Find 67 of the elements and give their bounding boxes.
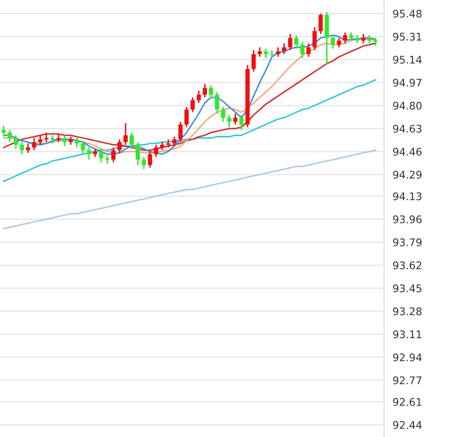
y-tick-label: 92.77 — [393, 376, 422, 384]
y-tick-label: 93.11 — [393, 330, 422, 338]
y-tick-label: 95.14 — [393, 56, 422, 64]
candlestick — [190, 96, 195, 113]
y-tick-label: 94.29 — [393, 170, 422, 179]
y-tick-label: 92.94 — [393, 353, 422, 362]
candlestick — [142, 156, 146, 170]
candlestick — [288, 33, 292, 51]
candlestick — [178, 121, 183, 143]
y-tick-label: 95.48 — [393, 10, 422, 18]
candlestick — [184, 106, 189, 128]
candlestick — [196, 90, 201, 104]
candlestick — [86, 146, 92, 160]
candlestick — [172, 136, 177, 147]
candlestick — [336, 37, 342, 48]
candlestick — [202, 83, 207, 98]
candlestick — [111, 146, 116, 164]
candlestick — [282, 42, 286, 55]
candlestick — [330, 34, 336, 50]
candlestick — [148, 150, 152, 168]
y-tick-label: 94.13 — [393, 192, 422, 200]
candlestick — [221, 106, 226, 122]
candlestick — [99, 148, 104, 164]
y-tick-label: 95.31 — [393, 32, 422, 41]
candlestick — [251, 49, 256, 72]
candlestick — [361, 33, 366, 44]
candlestick — [154, 144, 158, 158]
y-tick-label: 94.97 — [393, 78, 422, 87]
candlestick — [14, 134, 18, 150]
y-tick-label: 92.61 — [393, 398, 422, 406]
candlestick — [258, 46, 262, 58]
candlestick — [318, 12, 323, 35]
candlestick — [8, 129, 12, 143]
candlestick — [38, 134, 42, 146]
y-tick-label: 93.45 — [393, 284, 422, 292]
candlestick — [227, 114, 232, 128]
candlestick — [214, 91, 220, 114]
candlestick — [264, 48, 268, 59]
candlestick — [117, 138, 122, 154]
candlestick — [136, 141, 140, 166]
y-tick-label: 93.62 — [393, 261, 422, 270]
candlestick — [342, 32, 348, 44]
line-series — [2, 149, 376, 230]
candlestick — [32, 137, 36, 151]
candlestick — [306, 42, 311, 58]
y-tick-label: 93.28 — [393, 307, 422, 316]
y-tick-label: 94.63 — [393, 124, 422, 133]
candlestick — [294, 34, 298, 50]
candlestick — [300, 41, 305, 59]
candlestick — [123, 122, 128, 146]
candlestick — [74, 136, 79, 148]
candlestick — [324, 11, 329, 66]
candlestick — [2, 125, 6, 138]
y-tick-label: 93.79 — [393, 238, 422, 246]
y-tick-label: 94.46 — [393, 148, 422, 156]
candlestick — [44, 132, 48, 143]
candlestick — [130, 132, 134, 150]
line-series — [2, 79, 376, 182]
candlestick — [239, 114, 244, 131]
y-tick-label: 94.80 — [393, 102, 422, 110]
candlestick — [62, 134, 67, 147]
y-tick-label: 92.44 — [393, 421, 422, 429]
candlestick — [312, 26, 317, 51]
candlestick — [233, 112, 238, 126]
candlestick — [208, 84, 214, 100]
candlestick — [80, 140, 86, 155]
y-tick-label: 93.96 — [393, 215, 422, 224]
